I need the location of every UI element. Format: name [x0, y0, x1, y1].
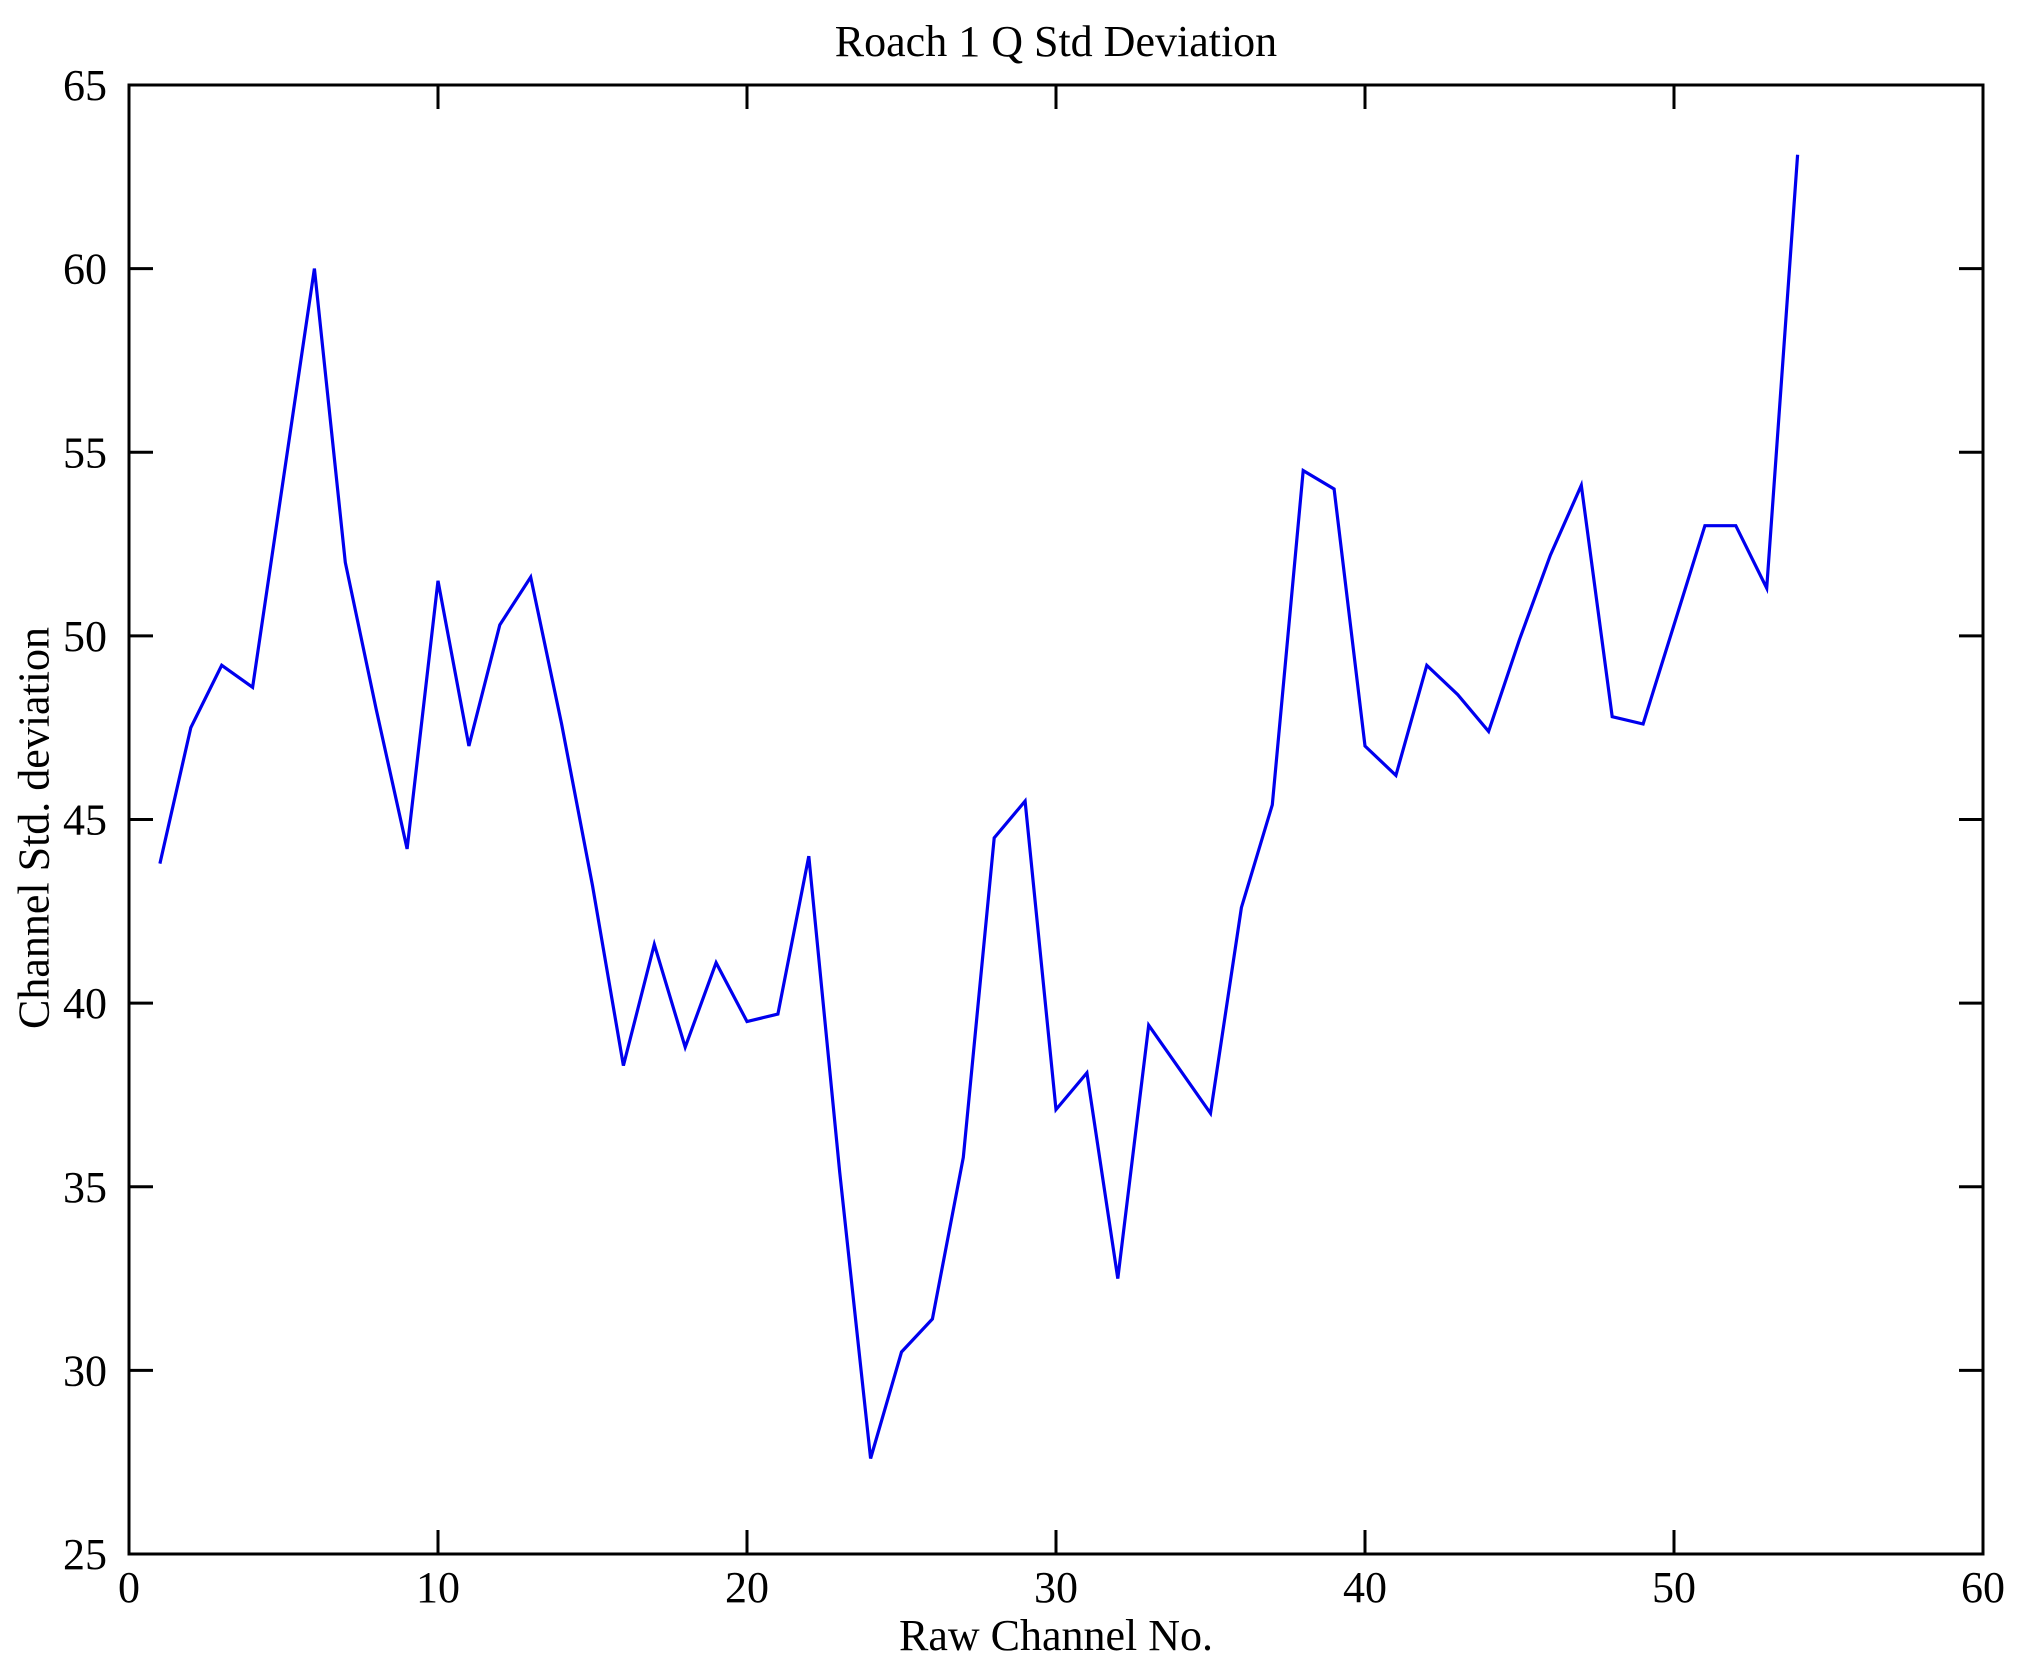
x-tick-label: 40	[1343, 1563, 1387, 1612]
y-axis-label: Channel Std. deviation	[9, 626, 59, 1030]
x-tick-label: 30	[1034, 1563, 1078, 1612]
x-tick-label: 20	[725, 1563, 769, 1612]
y-tick-label: 55	[63, 428, 107, 477]
x-axis-label: Raw Channel No.	[898, 1611, 1214, 1660]
axes-box	[127, 83, 1985, 1556]
x-tick-label: 50	[1652, 1563, 1696, 1612]
chart-title: Roach 1 Q Std Deviation	[834, 17, 1278, 66]
x-tick-label: 60	[1961, 1563, 2005, 1612]
y-tick-label: 35	[63, 1163, 107, 1212]
y-tick-label: 65	[63, 61, 107, 110]
y-tick-label: 40	[63, 979, 107, 1028]
x-tick-label: 10	[416, 1563, 460, 1612]
data-series-line	[158, 154, 1800, 1459]
y-tick-label: 30	[63, 1346, 107, 1395]
y-tick-label: 60	[63, 245, 107, 294]
y-tick-label: 25	[63, 1530, 107, 1579]
y-tick-label: 45	[63, 796, 107, 845]
y-tick-label: 50	[63, 612, 107, 661]
x-tick-label: 0	[118, 1563, 140, 1612]
